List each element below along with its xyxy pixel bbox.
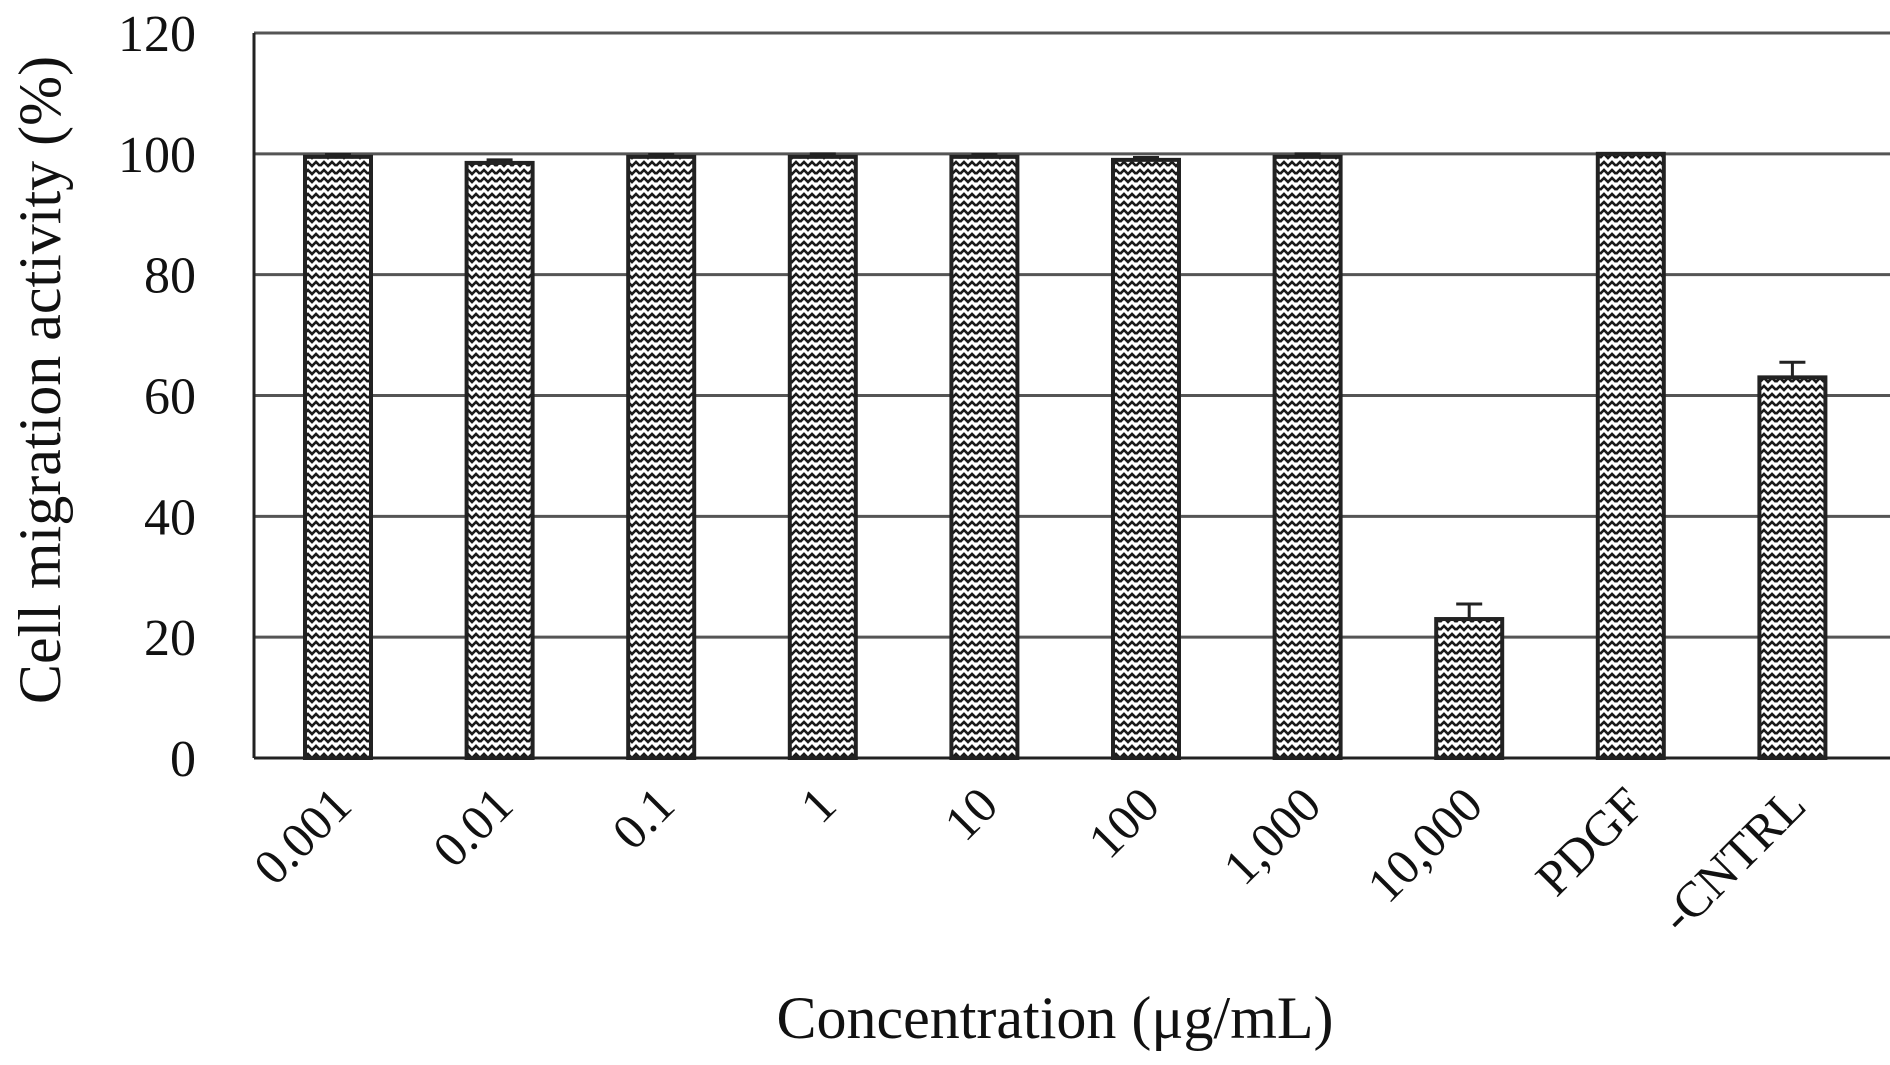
bar bbox=[1595, 151, 1666, 761]
error-bar bbox=[809, 152, 836, 157]
y-tick-label: 40 bbox=[144, 489, 196, 546]
error-bar bbox=[1456, 602, 1483, 620]
bar bbox=[464, 160, 535, 761]
bar bbox=[949, 154, 1020, 760]
bars bbox=[303, 151, 1828, 761]
bar bbox=[787, 154, 858, 760]
x-tick-label: -CNTRL bbox=[1649, 776, 1816, 943]
error-bar bbox=[648, 152, 675, 157]
bar bbox=[1434, 617, 1505, 761]
y-tick-label: 120 bbox=[118, 6, 196, 63]
error-bar bbox=[971, 152, 998, 157]
bar bbox=[1111, 157, 1181, 760]
error-bar bbox=[1294, 152, 1321, 157]
x-tick-label: 0.1 bbox=[601, 776, 685, 860]
y-tick-label: 100 bbox=[118, 127, 196, 184]
error-bar bbox=[486, 158, 513, 163]
x-axis-title: Concentration (μg/mL) bbox=[776, 985, 1333, 1051]
x-tick-label: PDGF bbox=[1525, 776, 1655, 906]
bar bbox=[303, 154, 373, 760]
bar bbox=[626, 154, 697, 760]
error-bar bbox=[1133, 155, 1159, 160]
x-tick-labels: 0.001 0.01 0.1 1 10 100 1,000 10,000 PDGF-CNTRL bbox=[243, 776, 1817, 943]
x-tick-label: 10 bbox=[933, 776, 1008, 851]
x-tick-label: 1 bbox=[789, 776, 846, 833]
y-tick-labels: 0 20 40 60 80 100 120 bbox=[118, 6, 196, 788]
y-tick-label: 80 bbox=[144, 248, 196, 305]
y-tick-label: 0 bbox=[170, 731, 196, 788]
y-tick-label: 20 bbox=[144, 610, 196, 667]
error-bar bbox=[325, 152, 351, 157]
y-axis-title: Cell migration activity (%) bbox=[7, 56, 73, 704]
x-tick-label: 0.001 bbox=[243, 776, 362, 895]
x-tick-label: 10,000 bbox=[1356, 776, 1493, 913]
bar bbox=[1757, 375, 1828, 760]
x-tick-label: 100 bbox=[1077, 776, 1170, 869]
y-tick-label: 60 bbox=[144, 369, 196, 426]
x-tick-label: 0.01 bbox=[422, 776, 523, 877]
x-tick-label: 1,000 bbox=[1212, 776, 1331, 895]
error-bar bbox=[1779, 360, 1806, 378]
bar bbox=[1272, 154, 1343, 760]
